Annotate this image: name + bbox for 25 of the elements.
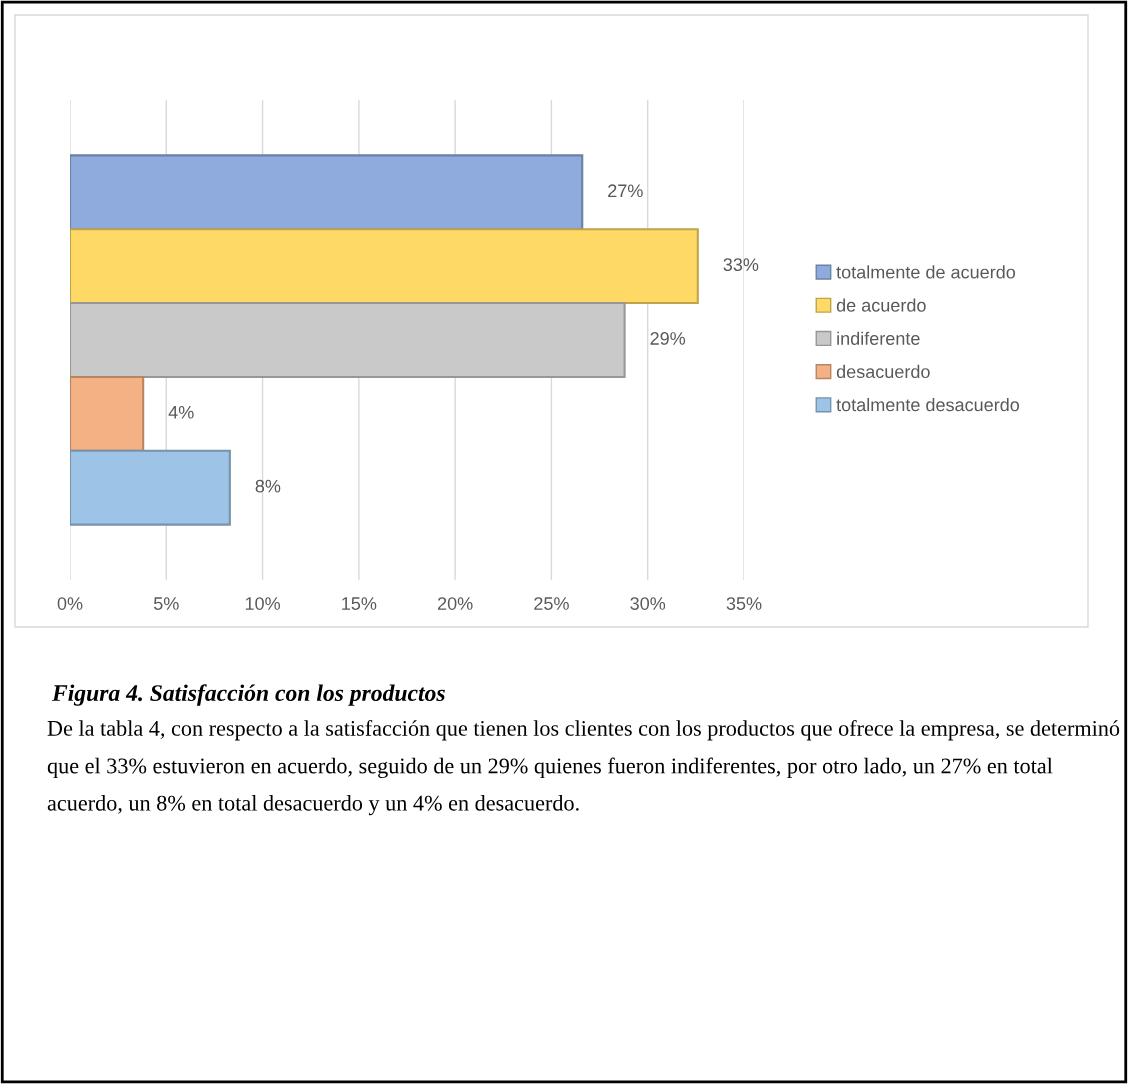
x-tick-label: 25%	[534, 597, 569, 610]
legend-label: totalmente desacuerdo	[836, 397, 1020, 412]
data-label: 8%	[255, 479, 281, 493]
x-tick-label: 30%	[630, 597, 666, 610]
x-tick-label: 5%	[153, 597, 179, 610]
bar	[70, 154, 584, 231]
data-label: 33%	[723, 258, 759, 271]
x-tick-label: 15%	[342, 597, 377, 610]
bar	[70, 449, 231, 526]
x-tick-label: 10%	[245, 597, 280, 610]
text: De la tabla 4, con respecto a la satisfacción que tienen los clientes con los productos que ofrece la empresa, se determinó que el 33% estuvieron en acuerdo, seguido de un 29% quienes fueron indiferentes, por otro lado, un 27% en total acuerdo, un 8% en total desacuerdo y un 4% en desacuerdo.	[47, 720, 1120, 816]
legend-label: desacuerdo	[836, 364, 930, 379]
legend-label: de acuerdo	[836, 298, 926, 312]
bar	[70, 228, 699, 305]
x-tick-label: 0%	[57, 597, 83, 610]
x-tick-label: 35%	[726, 597, 762, 610]
data-label: 27%	[608, 184, 643, 198]
bar	[70, 302, 626, 378]
x-tick-label: 20%	[437, 597, 473, 610]
text: Figura 4. Satisfacción con los productos	[51, 684, 445, 706]
bar	[70, 375, 145, 452]
legend-label: totalmente de acuerdo	[836, 265, 1016, 279]
legend-label: indiferente	[837, 331, 920, 345]
data-label: 29%	[650, 332, 686, 345]
data-label: 4%	[168, 405, 194, 419]
